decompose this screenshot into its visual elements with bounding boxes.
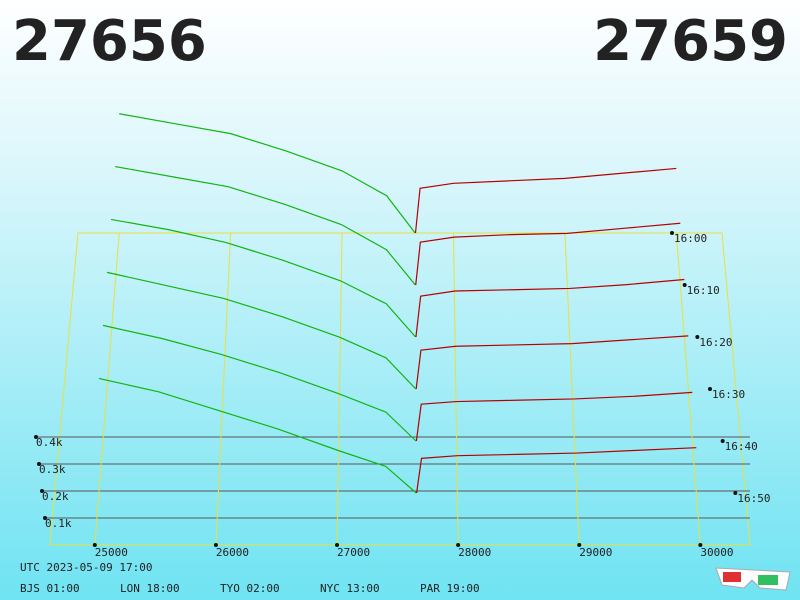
ask-price: 27659 [593, 9, 788, 74]
time-tick-dot [682, 283, 687, 287]
time-zone: LON 18:00 [120, 582, 180, 595]
time-zone: TYO 02:00 [220, 582, 280, 595]
ask-depth-line [415, 391, 693, 442]
time-zone: BJS 01:00 [20, 582, 80, 595]
ask-depth-line [415, 335, 689, 390]
time-tick-dot [695, 335, 700, 339]
bid-depth-line [119, 113, 416, 234]
bid-depth-line [106, 271, 417, 390]
time-label: 16:50 [737, 492, 770, 505]
x-grid-line [94, 232, 120, 546]
y-tick-dot [34, 435, 38, 439]
x-tick-label: 26000 [216, 546, 249, 559]
time-label: 16:10 [687, 284, 720, 297]
y-tick-label: 0.2k [42, 490, 69, 503]
bid-depth-line [110, 218, 417, 338]
x-tick-label: 25000 [95, 546, 128, 559]
x-tick-dot [213, 543, 218, 547]
x-tick-dot [92, 543, 97, 547]
x-grid-line [336, 232, 343, 546]
y-tick-label: 0.3k [39, 463, 66, 476]
x-grid-line [564, 232, 580, 546]
ask-depth-line [416, 447, 697, 494]
x-grid-line [452, 232, 459, 546]
y-tick-dot [37, 462, 41, 466]
bid-depth-line [115, 165, 416, 286]
x-tick-label: 29000 [579, 546, 612, 559]
x-grid-line [675, 232, 701, 546]
x-tick-dot [456, 543, 461, 547]
y-tick-label: 0.4k [36, 436, 63, 449]
time-label: 16:20 [699, 336, 732, 349]
time-zone: NYC 13:00 [320, 582, 380, 595]
ask-depth-line [415, 278, 685, 338]
bid-depth-line [102, 324, 417, 442]
time-tick-dot [720, 439, 725, 443]
glasses-icon [715, 567, 791, 591]
y-tick-label: 0.1k [45, 517, 72, 530]
bid-price: 27656 [12, 9, 207, 74]
time-label: 16:00 [674, 232, 707, 245]
x-grid-line [215, 232, 232, 546]
ask-depth-line [415, 222, 681, 286]
bid-depth-line [98, 377, 417, 494]
time-tick-dot [733, 491, 738, 495]
x-tick-dot [577, 543, 582, 547]
y-tick-dot [43, 516, 47, 520]
x-tick-dot [335, 543, 340, 547]
time-zone: PAR 19:00 [420, 582, 480, 595]
utc-time: UTC 2023-05-09 17:00 [20, 561, 152, 574]
floor-frame [49, 232, 751, 546]
y-tick-dot [40, 489, 44, 493]
x-tick-label: 28000 [458, 546, 491, 559]
ask-depth-line [414, 167, 677, 234]
time-tick-dot [708, 387, 712, 391]
x-tick-label: 30000 [700, 546, 733, 559]
time-label: 16:30 [712, 388, 745, 401]
x-tick-label: 27000 [337, 546, 370, 559]
x-tick-dot [698, 543, 703, 547]
time-tick-dot [670, 231, 674, 235]
time-label: 16:40 [725, 440, 758, 453]
